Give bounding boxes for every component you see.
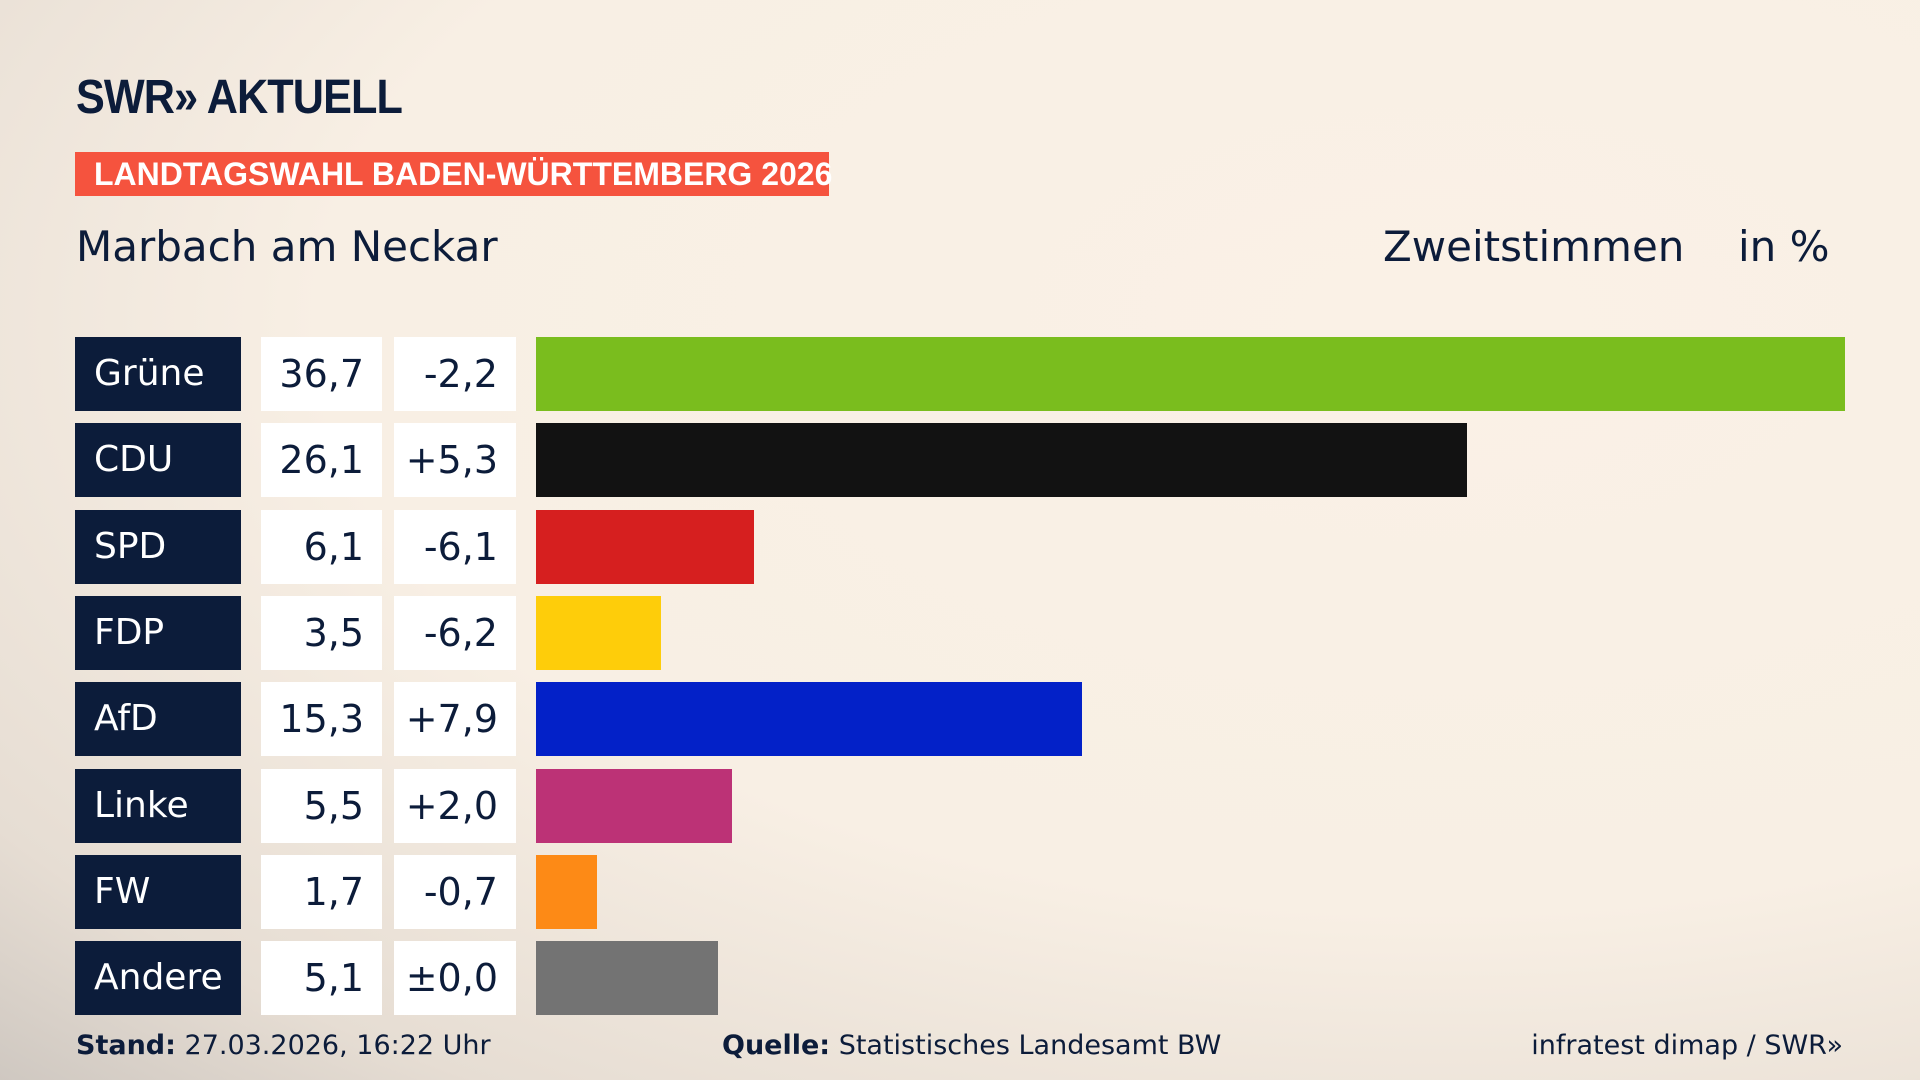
value-label: 5,5 — [261, 768, 382, 843]
bar-linke — [536, 768, 733, 843]
bar-afd — [536, 682, 1082, 757]
constituency-title: Marbach am Neckar — [76, 222, 498, 271]
bar-spd — [536, 509, 754, 584]
value-label: 36,7 — [261, 337, 382, 411]
credit: infratest dimap / SWR» — [1531, 1030, 1843, 1061]
swr-aktuell-logo: SWR» AKTUELL — [76, 71, 403, 124]
bar-cdu — [536, 423, 1467, 498]
bar-andere — [536, 941, 718, 1016]
result-row: SPD 6,1 -6,1 — [75, 509, 1855, 584]
result-row: FW 1,7 -0,7 — [75, 854, 1855, 929]
bar-grüne — [536, 337, 1845, 411]
party-label: SPD — [75, 509, 241, 584]
party-label: FW — [75, 854, 241, 929]
result-row: AfD 15,3 +7,9 — [75, 682, 1855, 757]
source: Quelle: Statistisches Landesamt BW — [722, 1030, 1222, 1061]
change-label: -6,1 — [394, 509, 516, 584]
change-label: -6,2 — [394, 595, 516, 670]
value-label: 5,1 — [261, 941, 382, 1016]
value-label: 3,5 — [261, 595, 382, 670]
result-row: Grüne 36,7 -2,2 — [75, 337, 1855, 411]
change-label: ±0,0 — [394, 941, 516, 1016]
result-row: FDP 3,5 -6,2 — [75, 595, 1855, 670]
party-label: FDP — [75, 595, 241, 670]
party-label: Linke — [75, 768, 241, 843]
party-label: Grüne — [75, 337, 241, 411]
unit-label: in % — [1738, 222, 1830, 271]
value-label: 6,1 — [261, 509, 382, 584]
change-label: +7,9 — [394, 682, 516, 757]
change-label: +5,3 — [394, 423, 516, 498]
value-label: 15,3 — [261, 682, 382, 757]
bar-fdp — [536, 595, 661, 670]
result-row: Linke 5,5 +2,0 — [75, 768, 1855, 843]
value-label: 26,1 — [261, 423, 382, 498]
result-row: Andere 5,1 ±0,0 — [75, 941, 1855, 1016]
election-banner: LANDTAGSWAHL BADEN-WÜRTTEMBERG 2026 — [75, 152, 832, 196]
vote-type-label: Zweitstimmen — [1383, 222, 1685, 271]
change-label: -0,7 — [394, 854, 516, 929]
timestamp: Stand: 27.03.2026, 16:22 Uhr — [76, 1030, 491, 1061]
party-label: CDU — [75, 423, 241, 498]
party-label: Andere — [75, 941, 241, 1016]
result-row: CDU 26,1 +5,3 — [75, 423, 1855, 498]
bar-fw — [536, 854, 597, 929]
value-label: 1,7 — [261, 854, 382, 929]
party-label: AfD — [75, 682, 241, 757]
change-label: +2,0 — [394, 768, 516, 843]
change-label: -2,2 — [394, 337, 516, 411]
